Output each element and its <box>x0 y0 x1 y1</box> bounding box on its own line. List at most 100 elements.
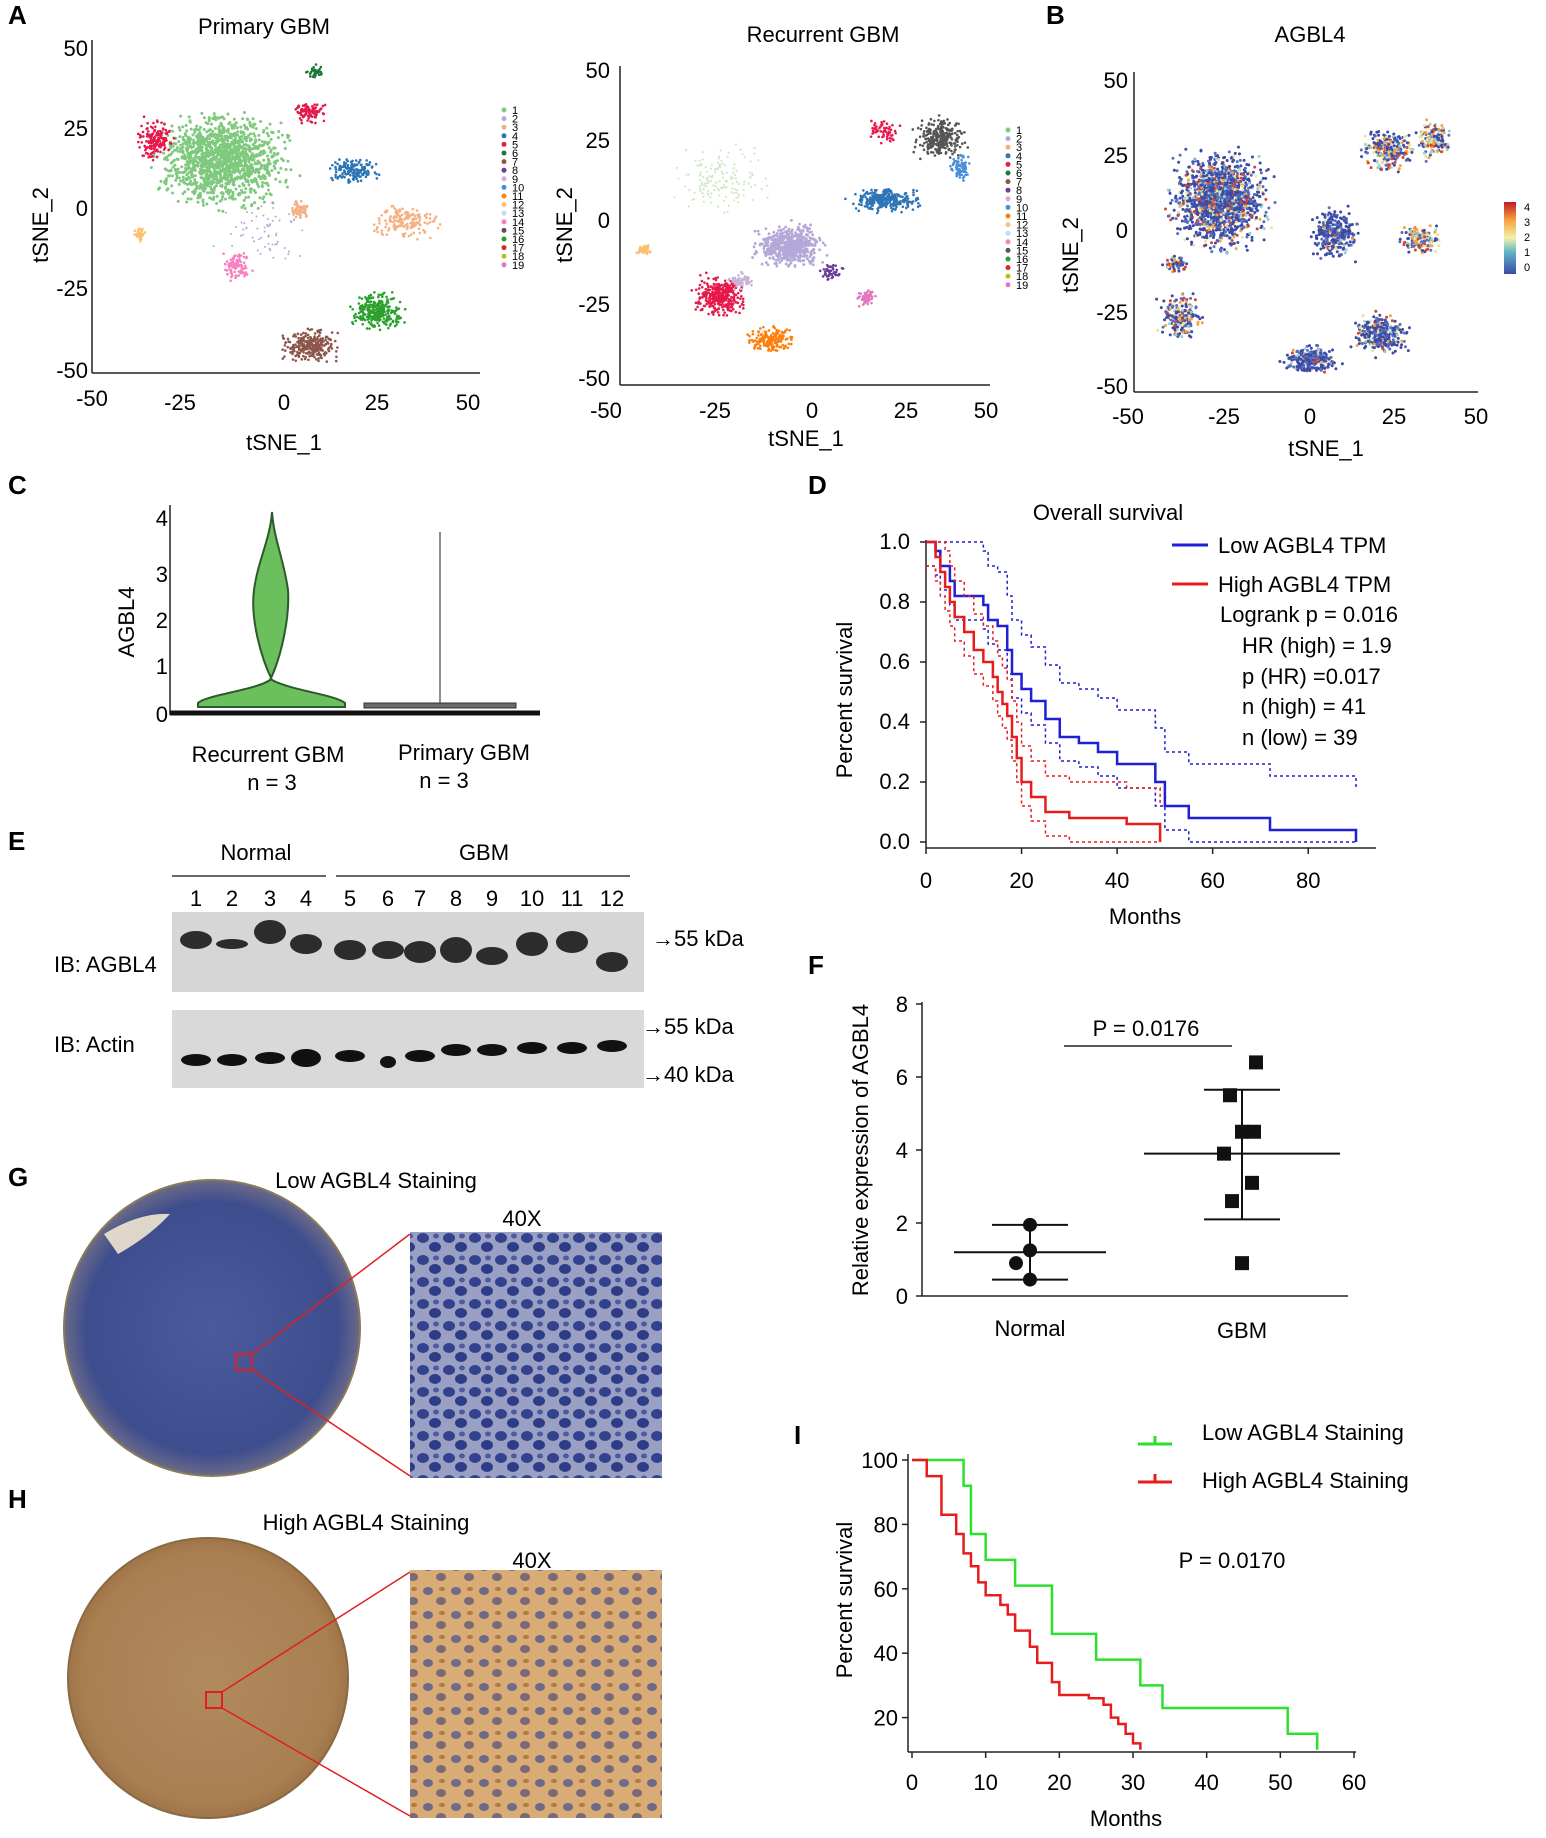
tsne-cell-dot <box>276 240 279 243</box>
tsne-cell-dot <box>265 181 269 185</box>
tsne-cell-dot <box>314 63 318 66</box>
tsne-cell-dot <box>334 359 338 363</box>
tsne-cell-dot <box>874 294 877 298</box>
tsne-cell-dot <box>723 288 727 292</box>
tsne-recurrent-ylabel: tSNE_2 <box>552 187 577 263</box>
tsne-cell-dot <box>301 229 304 232</box>
tsne-cell-dot <box>737 182 740 186</box>
tsne-cell-dot <box>243 273 247 276</box>
tsne-cell-dot <box>412 231 416 235</box>
tsne-cell-dot <box>699 302 702 305</box>
tsne-cell-dot <box>781 234 785 238</box>
tsne-cell-dot <box>272 164 276 168</box>
tsne-cell-dot <box>187 141 191 145</box>
tsne-cell-dot <box>938 148 942 152</box>
tsne-cell-dot <box>142 115 146 118</box>
tsne-cell-dot <box>212 155 216 159</box>
tsne-cell-dot <box>258 238 261 241</box>
tsne-cell-dot <box>222 176 226 180</box>
tsne-recurrent-xlabel: tSNE_1 <box>768 426 844 451</box>
tsne-cell-dot <box>888 139 892 143</box>
tsne-cell-dot <box>730 295 733 299</box>
tsne-cell-dot <box>386 298 389 301</box>
tsne-cell-dot <box>198 140 202 144</box>
tsne-cell-dot <box>933 119 936 123</box>
tsne-cell-dot <box>880 123 884 127</box>
tsne-cell-dot <box>825 263 829 267</box>
tsne-cell-dot <box>266 225 269 228</box>
tsne-cell-dot <box>392 220 395 224</box>
tsne-cell-dot <box>762 325 765 329</box>
tsne-cell-dot <box>299 216 302 219</box>
tsne-cell-dot <box>877 206 881 209</box>
tsne-cell-dot <box>240 151 244 155</box>
cluster-swatch <box>1005 196 1011 202</box>
tsne-cell-dot <box>179 179 183 183</box>
tsne-cell-dot <box>187 137 191 141</box>
tsne-cell-dot <box>174 169 178 173</box>
tsne-cell-dot <box>724 180 727 183</box>
tsne-cell-dot <box>221 167 225 171</box>
tsne-cell-dot <box>791 259 794 262</box>
tsne-cell-dot <box>752 245 756 249</box>
tsne-cell-dot <box>920 119 924 122</box>
tsne-cell-dot <box>230 173 234 177</box>
tsne-cell-dot <box>209 188 213 192</box>
tsne-cell-dot <box>955 165 958 169</box>
tsne-cell-dot <box>197 145 201 149</box>
tsne-cell-dot <box>234 121 238 125</box>
tsne-cell-dot <box>701 192 704 195</box>
tsne-cell-dot <box>255 182 259 186</box>
tsne-cell-dot <box>289 168 293 172</box>
tsne-cell-dot <box>215 175 219 179</box>
tsne-cell-dot <box>231 182 235 186</box>
tsne-cell-dot <box>900 210 903 214</box>
tsne-cell-dot <box>784 262 788 266</box>
tsne-cell-dot <box>758 344 762 348</box>
tsne-cell-dot <box>208 191 212 195</box>
tsne-cell-dot <box>956 140 959 144</box>
tsne-cell-dot <box>933 154 937 157</box>
tsne-cell-dot <box>705 302 708 306</box>
tsne-cell-dot <box>750 172 754 175</box>
tsne-cell-dot <box>249 155 253 159</box>
tsne-cell-dot <box>365 315 369 319</box>
tsne-cell-dot <box>249 162 253 166</box>
tsne-cell-dot <box>722 173 725 176</box>
tsne-cell-dot <box>888 136 892 140</box>
tsne-cell-dot <box>854 192 857 196</box>
tsne-cell-dot <box>831 264 835 267</box>
cluster-swatch <box>1005 170 1011 176</box>
tsne-cell-dot <box>712 277 715 281</box>
tsne-cell-dot <box>202 127 206 131</box>
tsne-cell-dot <box>717 282 721 286</box>
tsne-cell-dot <box>302 331 305 335</box>
tsne-cell-dot <box>208 137 212 141</box>
tsne-cell-dot <box>242 143 246 147</box>
tsne-cell-dot <box>771 335 775 339</box>
tsne-cell-dot <box>867 199 871 203</box>
tsne-cell-dot <box>209 164 213 168</box>
tsne-cell-dot <box>336 177 340 180</box>
tsne-cell-dot <box>385 233 389 237</box>
tsne-cell-dot <box>872 201 876 205</box>
tsne-cell-dot <box>702 200 705 203</box>
tsne-cell-dot <box>249 187 253 191</box>
tsne-cell-dot <box>258 143 262 147</box>
tsne-cell-dot <box>767 329 771 332</box>
tsne-cell-dot <box>338 158 341 161</box>
tsne-cell-dot <box>929 150 933 154</box>
tsne-cell-dot <box>876 211 879 215</box>
tsne-cell-dot <box>248 139 252 143</box>
tsne-cell-dot <box>213 185 217 189</box>
tsne-cell-dot <box>259 253 262 256</box>
tsne-cell-dot <box>181 151 185 155</box>
tsne-cell-dot <box>323 103 327 107</box>
tsne-cell-dot <box>863 204 867 208</box>
tsne-cell-dot <box>717 189 721 192</box>
tsne-cell-dot <box>219 191 223 195</box>
tsne-cell-dot <box>912 188 915 192</box>
tsne-cell-dot <box>269 223 272 226</box>
tsne-cell-dot <box>383 310 386 314</box>
tsne-cell-dot <box>808 239 812 243</box>
